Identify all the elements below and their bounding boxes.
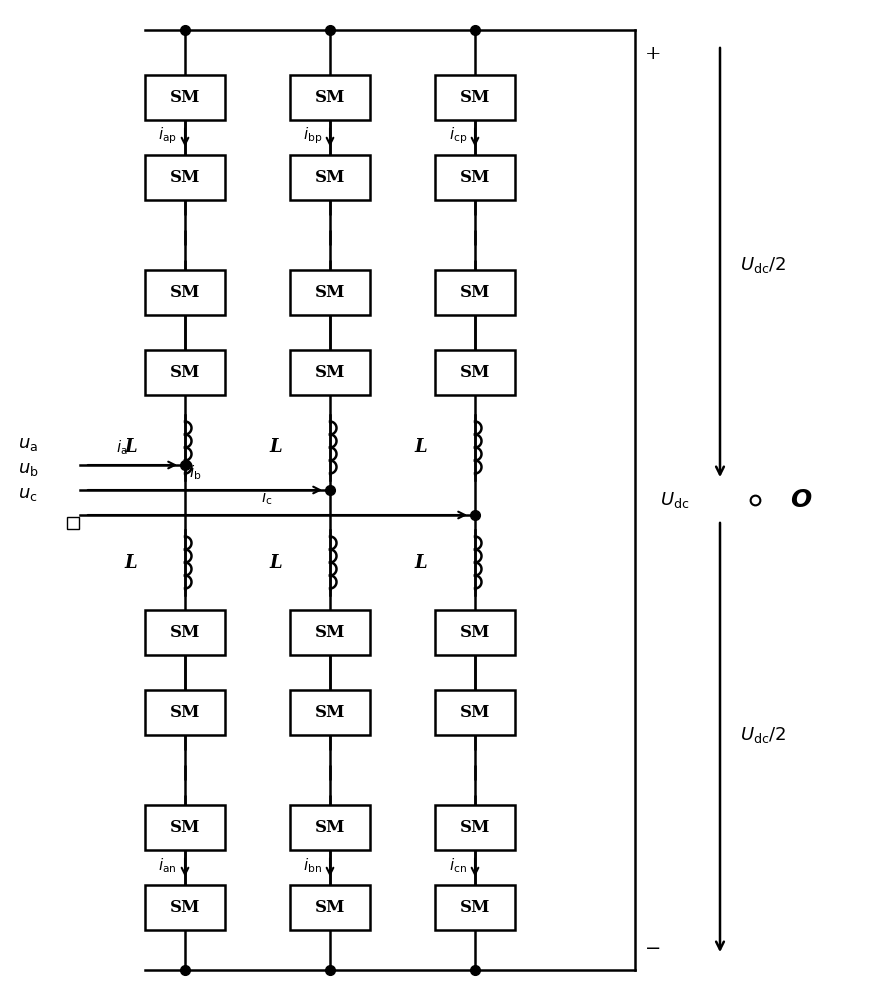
Text: SM: SM — [460, 169, 490, 186]
Text: SM: SM — [170, 284, 200, 301]
Text: SM: SM — [170, 704, 200, 721]
Text: SM: SM — [315, 704, 345, 721]
Text: SM: SM — [315, 89, 345, 106]
Bar — [435, 350, 515, 395]
Text: $U_{\rm dc}/2$: $U_{\rm dc}/2$ — [740, 725, 786, 745]
Text: L: L — [415, 554, 427, 572]
Bar — [435, 610, 515, 655]
Text: SM: SM — [315, 819, 345, 836]
Text: $u_{\rm c}$: $u_{\rm c}$ — [18, 485, 37, 503]
Bar — [145, 75, 225, 120]
Bar — [145, 805, 225, 850]
Text: $i_{\rm ap}$: $i_{\rm ap}$ — [158, 125, 177, 146]
Text: SM: SM — [460, 89, 490, 106]
Text: SM: SM — [170, 819, 200, 836]
Bar — [290, 270, 370, 315]
Text: $i_{\rm b}$: $i_{\rm b}$ — [189, 463, 201, 482]
Bar — [435, 885, 515, 930]
Text: $\boldsymbol{O}$: $\boldsymbol{O}$ — [790, 488, 813, 512]
Bar — [145, 350, 225, 395]
Text: L: L — [270, 554, 282, 572]
Text: $i_{\rm bn}$: $i_{\rm bn}$ — [303, 856, 322, 875]
Bar — [290, 610, 370, 655]
Text: −: − — [645, 940, 661, 958]
Bar — [290, 75, 370, 120]
Text: SM: SM — [460, 704, 490, 721]
Bar — [290, 805, 370, 850]
Bar — [290, 885, 370, 930]
Bar — [290, 350, 370, 395]
Text: L: L — [125, 438, 137, 456]
Text: SM: SM — [315, 284, 345, 301]
Bar — [145, 610, 225, 655]
Text: SM: SM — [170, 169, 200, 186]
Text: $u_{\rm b}$: $u_{\rm b}$ — [18, 460, 39, 478]
Text: SM: SM — [460, 364, 490, 381]
Text: $u_{\rm a}$: $u_{\rm a}$ — [18, 435, 38, 453]
Text: SM: SM — [460, 899, 490, 916]
Text: $i_{\rm cn}$: $i_{\rm cn}$ — [449, 856, 467, 875]
Text: $i_{\rm an}$: $i_{\rm an}$ — [158, 856, 177, 875]
Text: L: L — [270, 438, 282, 456]
Bar — [145, 885, 225, 930]
Bar — [145, 690, 225, 735]
Bar — [435, 690, 515, 735]
Text: SM: SM — [170, 899, 200, 916]
Bar — [290, 690, 370, 735]
Text: L: L — [125, 554, 137, 572]
Bar — [435, 805, 515, 850]
Bar — [67, 517, 79, 529]
Bar — [435, 75, 515, 120]
Text: SM: SM — [315, 169, 345, 186]
Text: SM: SM — [170, 364, 200, 381]
Text: SM: SM — [170, 89, 200, 106]
Text: SM: SM — [315, 899, 345, 916]
Text: L: L — [415, 438, 427, 456]
Text: $i_{\rm bp}$: $i_{\rm bp}$ — [303, 125, 322, 146]
Text: $i_{\rm c}$: $i_{\rm c}$ — [262, 488, 272, 507]
Bar — [435, 270, 515, 315]
Text: $U_{\rm dc}$: $U_{\rm dc}$ — [660, 490, 690, 510]
Text: $i_{\rm a}$: $i_{\rm a}$ — [116, 438, 128, 457]
Text: SM: SM — [170, 624, 200, 641]
Text: SM: SM — [460, 819, 490, 836]
Text: SM: SM — [460, 284, 490, 301]
Text: SM: SM — [460, 624, 490, 641]
Text: SM: SM — [315, 364, 345, 381]
Bar — [290, 155, 370, 200]
Bar — [435, 155, 515, 200]
Bar — [145, 270, 225, 315]
Bar — [145, 155, 225, 200]
Text: SM: SM — [315, 624, 345, 641]
Text: $U_{\rm dc}/2$: $U_{\rm dc}/2$ — [740, 255, 786, 275]
Text: $i_{\rm cp}$: $i_{\rm cp}$ — [449, 125, 467, 146]
Text: +: + — [645, 45, 661, 63]
